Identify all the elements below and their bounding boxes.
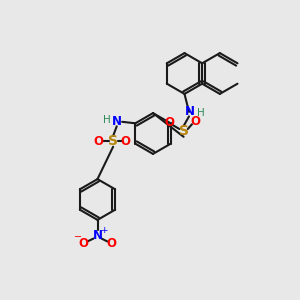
Text: +: + — [100, 226, 107, 235]
Text: H: H — [103, 115, 111, 125]
Text: N: N — [93, 229, 103, 242]
Text: O: O — [94, 135, 104, 148]
Text: N: N — [112, 115, 122, 128]
Text: N: N — [184, 105, 195, 119]
Text: O: O — [164, 116, 174, 130]
Text: S: S — [108, 134, 118, 148]
Text: S: S — [178, 124, 189, 138]
Text: H: H — [196, 108, 204, 118]
Text: O: O — [190, 115, 200, 128]
Text: O: O — [78, 237, 88, 250]
Text: −: − — [74, 232, 82, 242]
Text: O: O — [106, 237, 116, 250]
Text: O: O — [121, 135, 131, 148]
